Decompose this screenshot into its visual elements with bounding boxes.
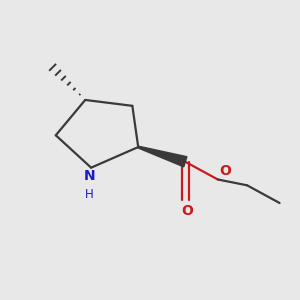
Polygon shape xyxy=(138,146,187,167)
Text: O: O xyxy=(219,164,231,178)
Text: O: O xyxy=(181,205,193,218)
Text: H: H xyxy=(85,188,94,201)
Text: N: N xyxy=(84,169,95,183)
